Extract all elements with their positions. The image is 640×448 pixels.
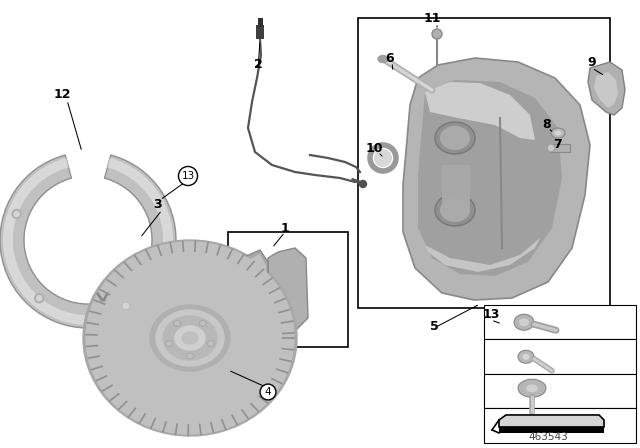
Bar — [228, 232, 348, 347]
Ellipse shape — [166, 341, 173, 346]
Polygon shape — [243, 254, 266, 328]
Ellipse shape — [182, 332, 198, 344]
Circle shape — [124, 303, 129, 308]
Ellipse shape — [514, 314, 534, 330]
Text: 5: 5 — [429, 319, 438, 332]
Circle shape — [122, 302, 131, 310]
Text: 463543: 463543 — [528, 432, 568, 442]
Ellipse shape — [519, 318, 529, 326]
Ellipse shape — [175, 322, 179, 325]
Circle shape — [36, 296, 42, 301]
Ellipse shape — [188, 354, 192, 358]
Ellipse shape — [209, 342, 213, 345]
Bar — [484, 340, 636, 374]
Text: 9: 9 — [588, 56, 596, 69]
Ellipse shape — [163, 316, 217, 360]
Ellipse shape — [200, 321, 207, 326]
Circle shape — [360, 181, 367, 188]
Text: 1: 1 — [280, 221, 289, 234]
Bar — [499, 427, 604, 433]
Ellipse shape — [435, 122, 475, 154]
Ellipse shape — [518, 379, 546, 397]
Ellipse shape — [201, 322, 205, 325]
Wedge shape — [3, 158, 173, 325]
Ellipse shape — [440, 198, 470, 222]
Text: 8: 8 — [543, 119, 551, 132]
Text: 10: 10 — [365, 142, 383, 155]
Wedge shape — [0, 155, 176, 328]
Ellipse shape — [378, 56, 388, 63]
Ellipse shape — [207, 341, 214, 346]
Polygon shape — [499, 415, 604, 427]
Text: 2: 2 — [253, 59, 262, 72]
Bar — [484, 305, 636, 340]
Bar — [258, 18, 263, 27]
Text: 4: 4 — [265, 387, 271, 397]
Bar — [442, 165, 470, 210]
Ellipse shape — [554, 130, 561, 135]
Text: 13: 13 — [483, 309, 500, 322]
Bar — [256, 25, 264, 39]
Text: 13: 13 — [181, 171, 195, 181]
Ellipse shape — [156, 310, 224, 366]
Ellipse shape — [83, 240, 297, 436]
Ellipse shape — [518, 350, 534, 363]
Ellipse shape — [175, 326, 205, 350]
Polygon shape — [236, 250, 268, 332]
Bar — [484, 374, 636, 409]
Text: 3: 3 — [154, 198, 163, 211]
Ellipse shape — [186, 353, 193, 359]
Ellipse shape — [435, 194, 475, 226]
Ellipse shape — [167, 342, 172, 345]
Polygon shape — [425, 238, 540, 272]
Bar — [484, 409, 636, 443]
Text: 12: 12 — [53, 89, 71, 102]
Bar — [550, 144, 570, 152]
Polygon shape — [99, 300, 108, 318]
Ellipse shape — [440, 126, 470, 150]
Circle shape — [374, 149, 392, 167]
Polygon shape — [588, 62, 625, 115]
Ellipse shape — [150, 305, 230, 371]
Polygon shape — [403, 58, 590, 300]
Polygon shape — [268, 248, 308, 332]
Ellipse shape — [547, 144, 555, 152]
Text: 11: 11 — [423, 12, 441, 25]
Ellipse shape — [522, 354, 529, 360]
Text: 6: 6 — [386, 52, 394, 65]
Ellipse shape — [551, 128, 565, 138]
Polygon shape — [418, 80, 562, 276]
Ellipse shape — [526, 384, 538, 392]
Bar — [358, 18, 610, 308]
Polygon shape — [425, 82, 535, 140]
Circle shape — [14, 211, 19, 216]
Circle shape — [432, 29, 442, 39]
Text: 7: 7 — [552, 138, 561, 151]
Circle shape — [12, 210, 21, 219]
Ellipse shape — [173, 321, 180, 326]
Circle shape — [35, 294, 44, 303]
Polygon shape — [594, 72, 618, 108]
Ellipse shape — [86, 242, 294, 434]
